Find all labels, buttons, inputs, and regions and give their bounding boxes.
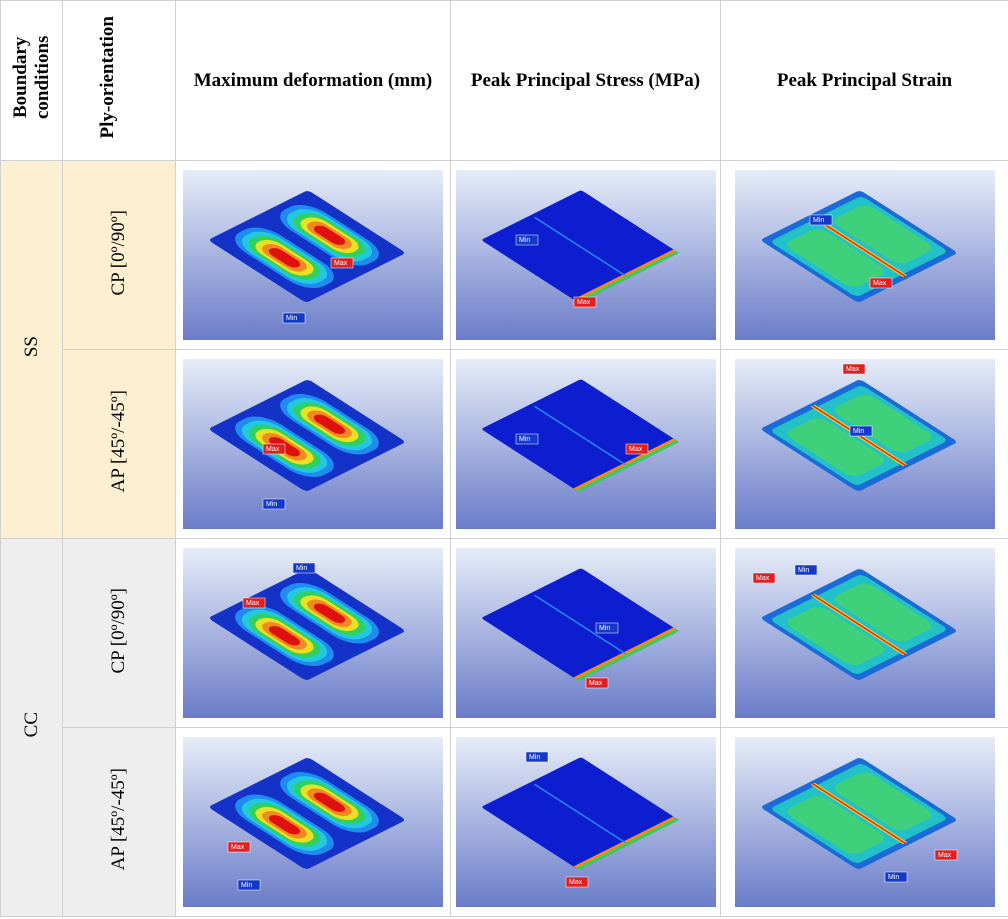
- contour-plot: Min Max: [456, 170, 716, 340]
- plot-cell: Min Max: [451, 728, 721, 917]
- probe-label: Max: [334, 260, 348, 267]
- contour-plot: Min Max: [456, 737, 716, 907]
- ply-label: CP [0º/90º]: [108, 210, 130, 296]
- plot-cell: Min Max: [451, 161, 721, 350]
- probe-label: Min: [599, 625, 610, 632]
- plot-cell: Min Max: [176, 161, 451, 350]
- contour-plot: Min Max: [735, 737, 995, 907]
- boundary-cell: CC: [1, 539, 63, 917]
- contour-plot: Min Max: [183, 737, 443, 907]
- contour-plot: Min Max: [183, 548, 443, 718]
- probe-label: Max: [756, 575, 770, 582]
- plot-cell: Min Max: [176, 350, 451, 539]
- probe-label: Min: [266, 501, 277, 508]
- header-cell: Peak Principal Stress (MPa): [451, 1, 721, 161]
- ply-cell: AP [45º/-45º]: [63, 728, 176, 917]
- plot-cell: Min Max: [451, 539, 721, 728]
- plot-cell: Min Max: [451, 350, 721, 539]
- boundary-label: SS: [21, 336, 43, 357]
- ply-label: AP [45º/-45º]: [108, 390, 130, 492]
- contour-plot: Min Max: [456, 548, 716, 718]
- header-row: Boundary conditions Ply-orientation Maxi…: [1, 1, 1008, 161]
- probe-label: Max: [569, 879, 583, 886]
- probe-label: Min: [888, 874, 899, 881]
- header-cell: Boundary conditions: [1, 1, 63, 161]
- probe-label: Max: [938, 852, 952, 859]
- header-text: Boundary conditions: [10, 1, 54, 154]
- probe-label: Min: [241, 882, 252, 889]
- probe-label: Max: [266, 446, 280, 453]
- contour-plot: Min Max: [735, 548, 995, 718]
- ply-label: AP [45º/-45º]: [108, 768, 130, 870]
- plot-cell: Min Max: [721, 350, 1008, 539]
- probe-label: Max: [231, 844, 245, 851]
- plot-cell: Min Max: [721, 728, 1008, 917]
- ply-label: CP [0º/90º]: [108, 588, 130, 674]
- probe-label: Min: [519, 436, 530, 443]
- ply-cell: CP [0º/90º]: [63, 539, 176, 728]
- ply-cell: CP [0º/90º]: [63, 161, 176, 350]
- contour-plot: Min Max: [183, 170, 443, 340]
- probe-label: Max: [589, 680, 603, 687]
- plot-cell: Min Max: [721, 161, 1008, 350]
- probe-label: Max: [846, 366, 860, 373]
- body-row: AP [45º/-45º] Min Max Min Max Min Max: [1, 350, 1008, 539]
- contour-plot: Min Max: [735, 359, 995, 529]
- probe-label: Min: [798, 567, 809, 574]
- body-row: CCCP [0º/90º]MinMaxMinMaxMinMax: [1, 539, 1008, 728]
- ply-cell: AP [45º/-45º]: [63, 350, 176, 539]
- probe-label: Min: [529, 754, 540, 761]
- probe-label: Min: [813, 217, 824, 224]
- boundary-label: CC: [21, 712, 43, 737]
- probe-label: Min: [519, 237, 530, 244]
- plot-cell: Min Max: [176, 728, 451, 917]
- probe-label: Min: [296, 565, 307, 572]
- probe-label: Min: [286, 315, 297, 322]
- probe-label: Max: [629, 446, 643, 453]
- plot-cell: Min Max: [721, 539, 1008, 728]
- probe-label: Max: [577, 299, 591, 306]
- probe-label: Min: [853, 428, 864, 435]
- page: Boundary conditions Ply-orientation Maxi…: [0, 0, 1008, 919]
- probe-label: Max: [246, 600, 260, 607]
- contour-plot: Min Max: [456, 359, 716, 529]
- header-text: Ply-orientation: [97, 16, 141, 138]
- contour-plot: Min Max: [183, 359, 443, 529]
- header-cell: Ply-orientation: [63, 1, 176, 161]
- table-body: Boundary conditions Ply-orientation Maxi…: [1, 1, 1008, 917]
- header-cell: Maximum deformation (mm): [176, 1, 451, 161]
- plot-cell: Min Max: [176, 539, 451, 728]
- body-row: AP [45º/-45º] Min Max Min Max Min Max: [1, 728, 1008, 917]
- contour-plot: Min Max: [735, 170, 995, 340]
- boundary-cell: SS: [1, 161, 63, 539]
- results-table: Boundary conditions Ply-orientation Maxi…: [0, 0, 1008, 917]
- header-cell: Peak Principal Strain: [721, 1, 1008, 161]
- probe-label: Max: [873, 280, 887, 287]
